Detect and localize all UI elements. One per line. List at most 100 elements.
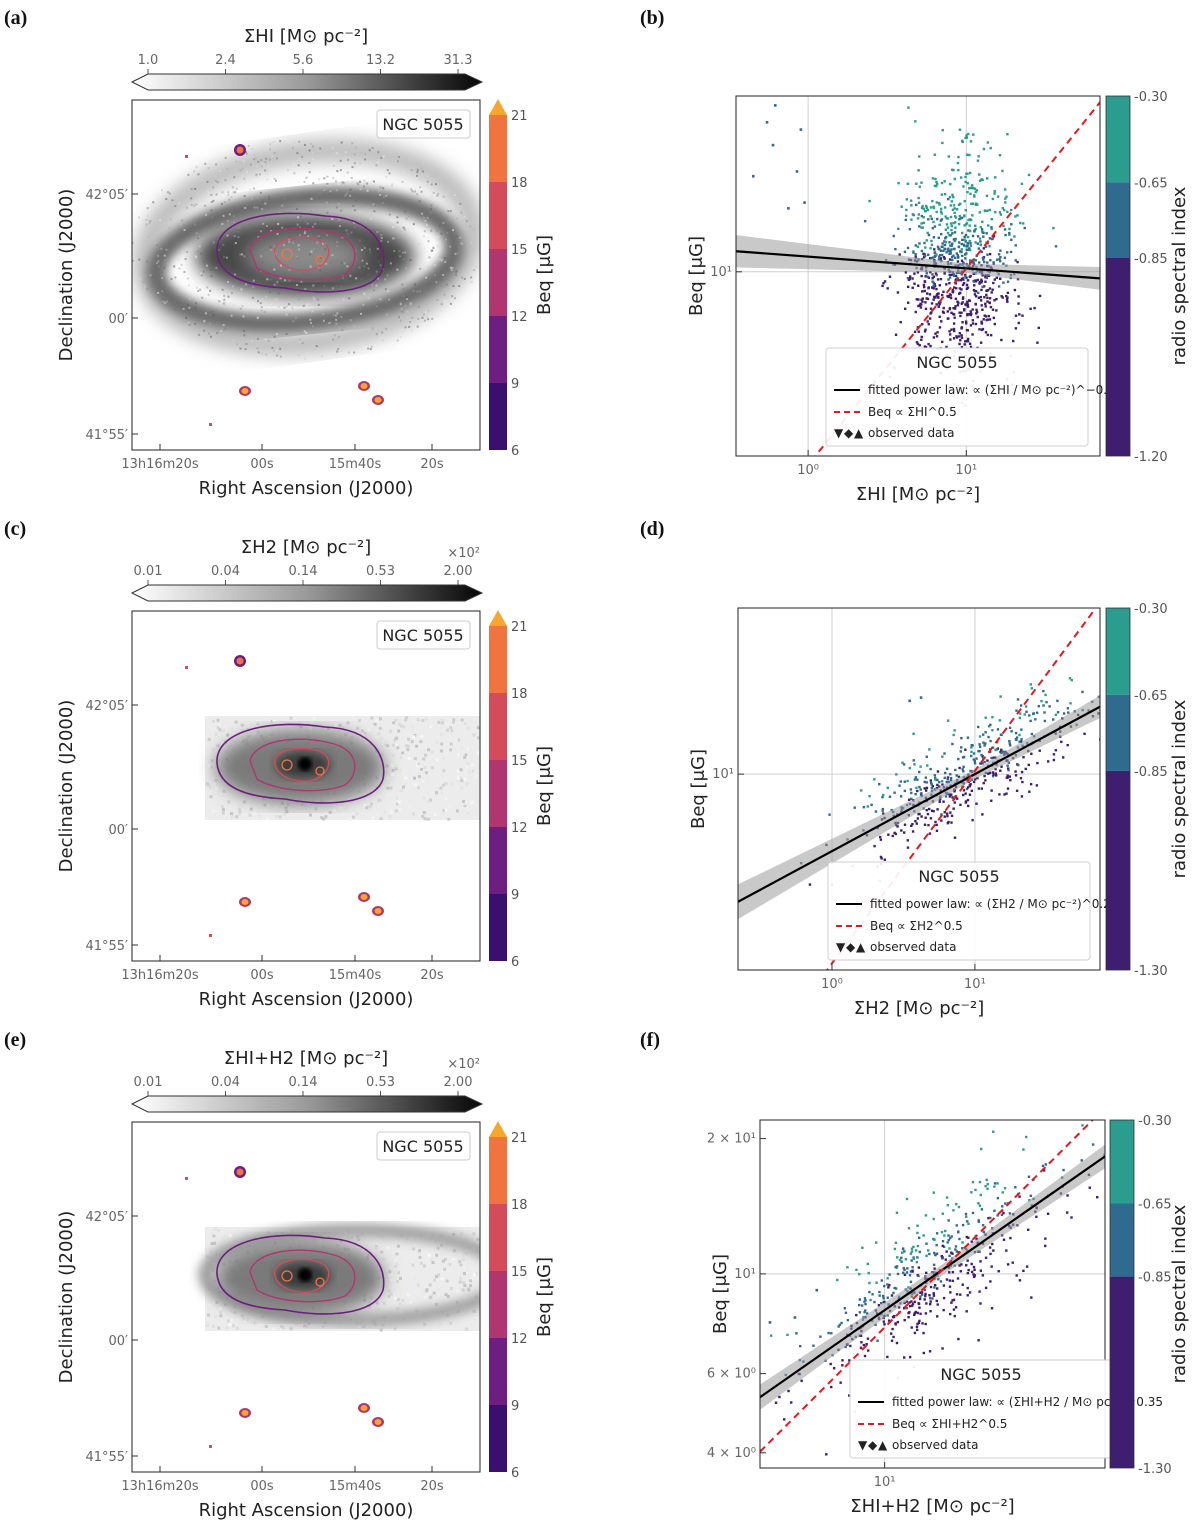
data-point — [895, 1211, 899, 1215]
map-pixel — [424, 717, 428, 721]
data-point — [992, 756, 995, 759]
map-pixel — [138, 216, 141, 219]
data-point — [970, 1270, 974, 1274]
map-pixel — [423, 765, 427, 769]
map-pixel — [465, 765, 469, 769]
data-point — [926, 764, 929, 767]
map-pixel — [322, 817, 326, 821]
data-point — [924, 776, 928, 779]
map-pixel — [455, 273, 458, 276]
data-point — [1001, 169, 1004, 173]
map-pixel — [430, 766, 434, 770]
data-point — [990, 1265, 993, 1268]
map-pixel — [229, 1318, 233, 1322]
data-point — [954, 768, 957, 772]
map-pixel — [444, 261, 447, 264]
background-source-core — [360, 894, 368, 900]
data-point — [1007, 768, 1010, 772]
data-point — [966, 337, 970, 341]
data-point — [982, 260, 986, 264]
data-point — [935, 1287, 939, 1290]
map-pixel — [248, 799, 252, 803]
map-pixel — [273, 245, 276, 248]
data-point — [926, 812, 930, 816]
data-point — [961, 231, 964, 235]
data-point — [981, 274, 984, 277]
data-point — [903, 1356, 906, 1359]
map-pixel — [465, 782, 469, 786]
data-point — [896, 1320, 900, 1324]
map-pixel — [208, 332, 211, 335]
data-point — [968, 783, 972, 787]
map-pixel — [466, 762, 470, 766]
map-pixel — [430, 207, 433, 210]
map-pixel — [430, 195, 433, 198]
data-point — [891, 834, 894, 838]
map-pixel — [447, 210, 450, 213]
gray-colorbar-tick: 5.6 — [293, 53, 314, 68]
map-pixel — [427, 310, 430, 313]
map-pixel — [357, 313, 360, 316]
map-pixel — [214, 1227, 218, 1231]
data-point — [929, 344, 932, 348]
map-pixel — [243, 286, 246, 289]
map-pixel — [435, 740, 439, 744]
map-pixel — [247, 245, 250, 248]
data-point — [931, 226, 935, 230]
data-point — [890, 1294, 894, 1297]
data-point — [1010, 730, 1013, 733]
map-pixel — [434, 1227, 438, 1231]
data-point — [973, 759, 977, 763]
data-point — [913, 1300, 916, 1304]
data-point — [960, 334, 963, 337]
map-pixel — [261, 162, 264, 165]
data-point — [998, 154, 1002, 157]
map-pixel — [345, 732, 349, 736]
data-point — [1011, 339, 1015, 343]
data-point — [954, 1245, 958, 1248]
map-pixel — [429, 299, 432, 302]
data-point — [997, 285, 1001, 288]
map-pixel — [210, 335, 213, 338]
map-pixel — [385, 792, 389, 796]
data-point — [947, 1219, 950, 1222]
map-pixel — [157, 291, 160, 294]
data-point — [964, 223, 968, 226]
data-point — [828, 813, 831, 816]
map-pixel — [406, 744, 410, 748]
map-pixel — [422, 796, 426, 800]
data-point — [942, 249, 945, 253]
map-pixel — [473, 1238, 477, 1242]
ra-tick-label: 20s — [420, 1479, 444, 1494]
gray-colorbar-label: ΣHI [M⊙ pc⁻²] — [244, 26, 368, 47]
data-point — [932, 284, 935, 288]
data-point — [962, 789, 966, 792]
data-point — [909, 1252, 913, 1255]
data-point — [966, 305, 970, 308]
data-point — [1006, 1263, 1010, 1266]
data-point — [978, 282, 981, 285]
map-pixel — [441, 719, 445, 723]
data-point — [949, 250, 952, 253]
beq-colorbar-tick: 21 — [511, 109, 528, 124]
data-point — [953, 836, 957, 839]
map-pixel — [223, 328, 226, 331]
map-pixel — [456, 776, 460, 780]
data-point — [935, 201, 939, 204]
data-point — [927, 286, 930, 289]
data-point — [836, 1278, 839, 1282]
ra-tick-label: 00s — [250, 457, 274, 472]
map-pixel — [362, 1305, 366, 1309]
y-tick-label: 10¹ — [710, 265, 732, 280]
data-point — [971, 818, 974, 822]
data-point — [774, 1401, 778, 1404]
data-point — [1014, 1186, 1017, 1189]
data-point — [1022, 1269, 1025, 1273]
data-point — [1048, 705, 1051, 708]
data-point — [934, 332, 937, 335]
map-pixel — [442, 808, 446, 812]
map-pixel — [317, 236, 320, 239]
map-pixel — [437, 235, 440, 238]
map-pixel — [263, 269, 266, 272]
